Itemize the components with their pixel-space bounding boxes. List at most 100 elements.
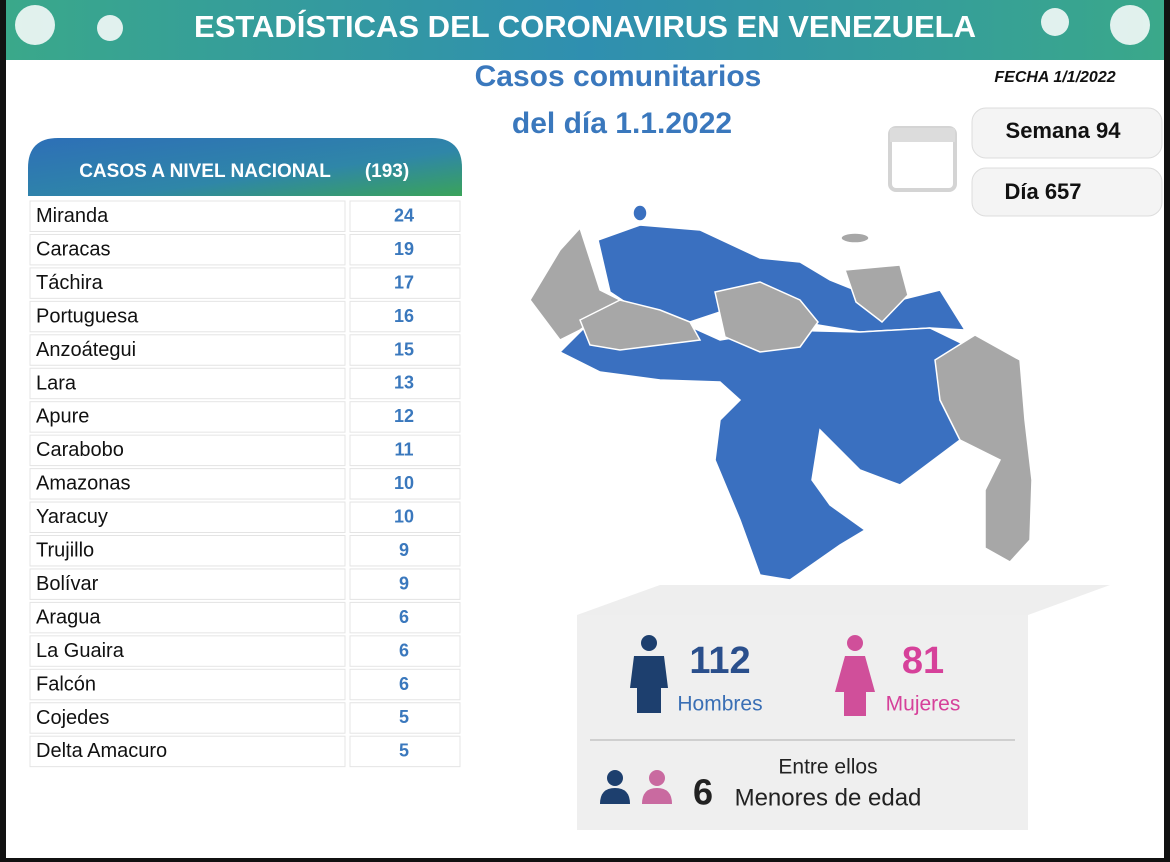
row-name-cell (29, 702, 346, 734)
row-name: Yaracuy (36, 506, 108, 528)
icon-head (607, 770, 623, 786)
row-value-cell (349, 601, 461, 634)
row-name-cell (29, 300, 346, 333)
row-value: 19 (394, 239, 414, 259)
row-value-cell (349, 300, 461, 333)
row-name-cell (29, 535, 346, 567)
row-value: 12 (394, 406, 414, 426)
row-name: Amazonas (36, 473, 131, 495)
child-icons (600, 770, 672, 804)
row-value: 11 (394, 440, 413, 460)
table-title: CASOS A NIVEL NACIONAL (79, 161, 331, 182)
virus (97, 15, 123, 41)
map-island (632, 204, 648, 222)
row-value: 13 (394, 373, 414, 393)
row-name: Carabobo (36, 439, 124, 461)
row-value: 9 (399, 573, 409, 593)
row-value-cell (349, 635, 461, 667)
row-value-cell (349, 233, 461, 266)
row-value: 5 (399, 707, 409, 727)
row-value-cell (349, 702, 461, 734)
row-name-cell (29, 401, 346, 433)
row-name: La Guaira (36, 640, 125, 662)
row-name: Aragua (36, 606, 101, 628)
row-value-cell (349, 568, 461, 600)
row-value-cell (349, 401, 461, 433)
row-name-cell (29, 635, 346, 667)
row-name-cell (29, 233, 346, 266)
row-name: Apure (36, 406, 89, 428)
row-value: 6 (399, 674, 409, 694)
icon-head (649, 770, 665, 786)
row-value: 15 (394, 339, 414, 359)
virus (15, 5, 55, 45)
icon-body (835, 656, 875, 716)
women-count: 81 (902, 640, 944, 682)
row-name: Lara (36, 372, 77, 394)
row-name-cell (29, 735, 346, 768)
row-value-cell (349, 334, 461, 366)
row-value-cell (349, 735, 461, 768)
men-label: Hombres (677, 693, 762, 716)
icon-head (847, 635, 863, 651)
minors-count: 6 (693, 772, 713, 813)
row-name-cell (29, 200, 346, 232)
row-value-cell (349, 267, 461, 299)
row-name: Portuguesa (36, 305, 139, 327)
row-value-cell (349, 668, 461, 701)
day-pill (971, 167, 1163, 217)
week: Semana 94 (1006, 118, 1122, 143)
map-region (714, 281, 819, 353)
row-name: Delta Amacuro (36, 740, 167, 762)
panel-top (577, 585, 1110, 615)
row-name-cell (29, 568, 346, 600)
calendar-top (890, 128, 955, 142)
table-total: (193) (365, 161, 409, 182)
row-value: 24 (394, 205, 414, 225)
women-label: Mujeres (886, 693, 961, 716)
row-value: 17 (394, 272, 414, 292)
icon-body (600, 788, 630, 804)
row-name: Caracas (36, 238, 110, 260)
row-name-cell (29, 367, 346, 400)
row-value: 9 (399, 540, 409, 560)
men-count: 112 (689, 640, 750, 682)
row-name: Anzoátegui (36, 339, 136, 361)
calendar-icon (888, 126, 957, 192)
minors-intro: Entre ellos (778, 756, 877, 779)
day: Día 657 (1004, 179, 1081, 204)
row-value-cell (349, 468, 461, 500)
header-title: ESTADÍSTICAS DEL CORONAVIRUS EN VENEZUEL… (194, 9, 976, 44)
date: FECHA 1/1/2022 (994, 69, 1115, 86)
minors-label: Menores de edad (735, 784, 922, 811)
row-value-cell (349, 501, 461, 533)
virus-icons (15, 5, 1150, 45)
icon-body (642, 788, 672, 804)
row-value-cell (349, 434, 461, 467)
virus (1110, 5, 1150, 45)
row-name-cell (29, 501, 346, 533)
man-icon (630, 635, 668, 713)
row-value-cell (349, 367, 461, 400)
row-name-cell (29, 434, 346, 467)
row-value-cell (349, 535, 461, 567)
icon-body (630, 656, 668, 713)
row-name: Cojedes (36, 707, 109, 729)
row-name: Falcón (36, 673, 96, 695)
row-name: Táchira (36, 272, 104, 294)
header-band (6, 0, 1164, 60)
map-island (840, 232, 870, 244)
row-value: 5 (399, 741, 409, 761)
row-value: 6 (399, 640, 409, 660)
week-pill (971, 107, 1163, 159)
row-name-cell (29, 468, 346, 500)
subtitle: del día 1.1.2022 (512, 107, 732, 140)
table-header (28, 138, 462, 196)
row-name-cell (29, 601, 346, 634)
row-value: 6 (399, 607, 409, 627)
row-name: Trujillo (36, 540, 94, 562)
map-region (579, 299, 702, 351)
row-value: 10 (394, 507, 414, 527)
row-value: 16 (394, 306, 414, 326)
row-name: Bolívar (36, 573, 99, 595)
